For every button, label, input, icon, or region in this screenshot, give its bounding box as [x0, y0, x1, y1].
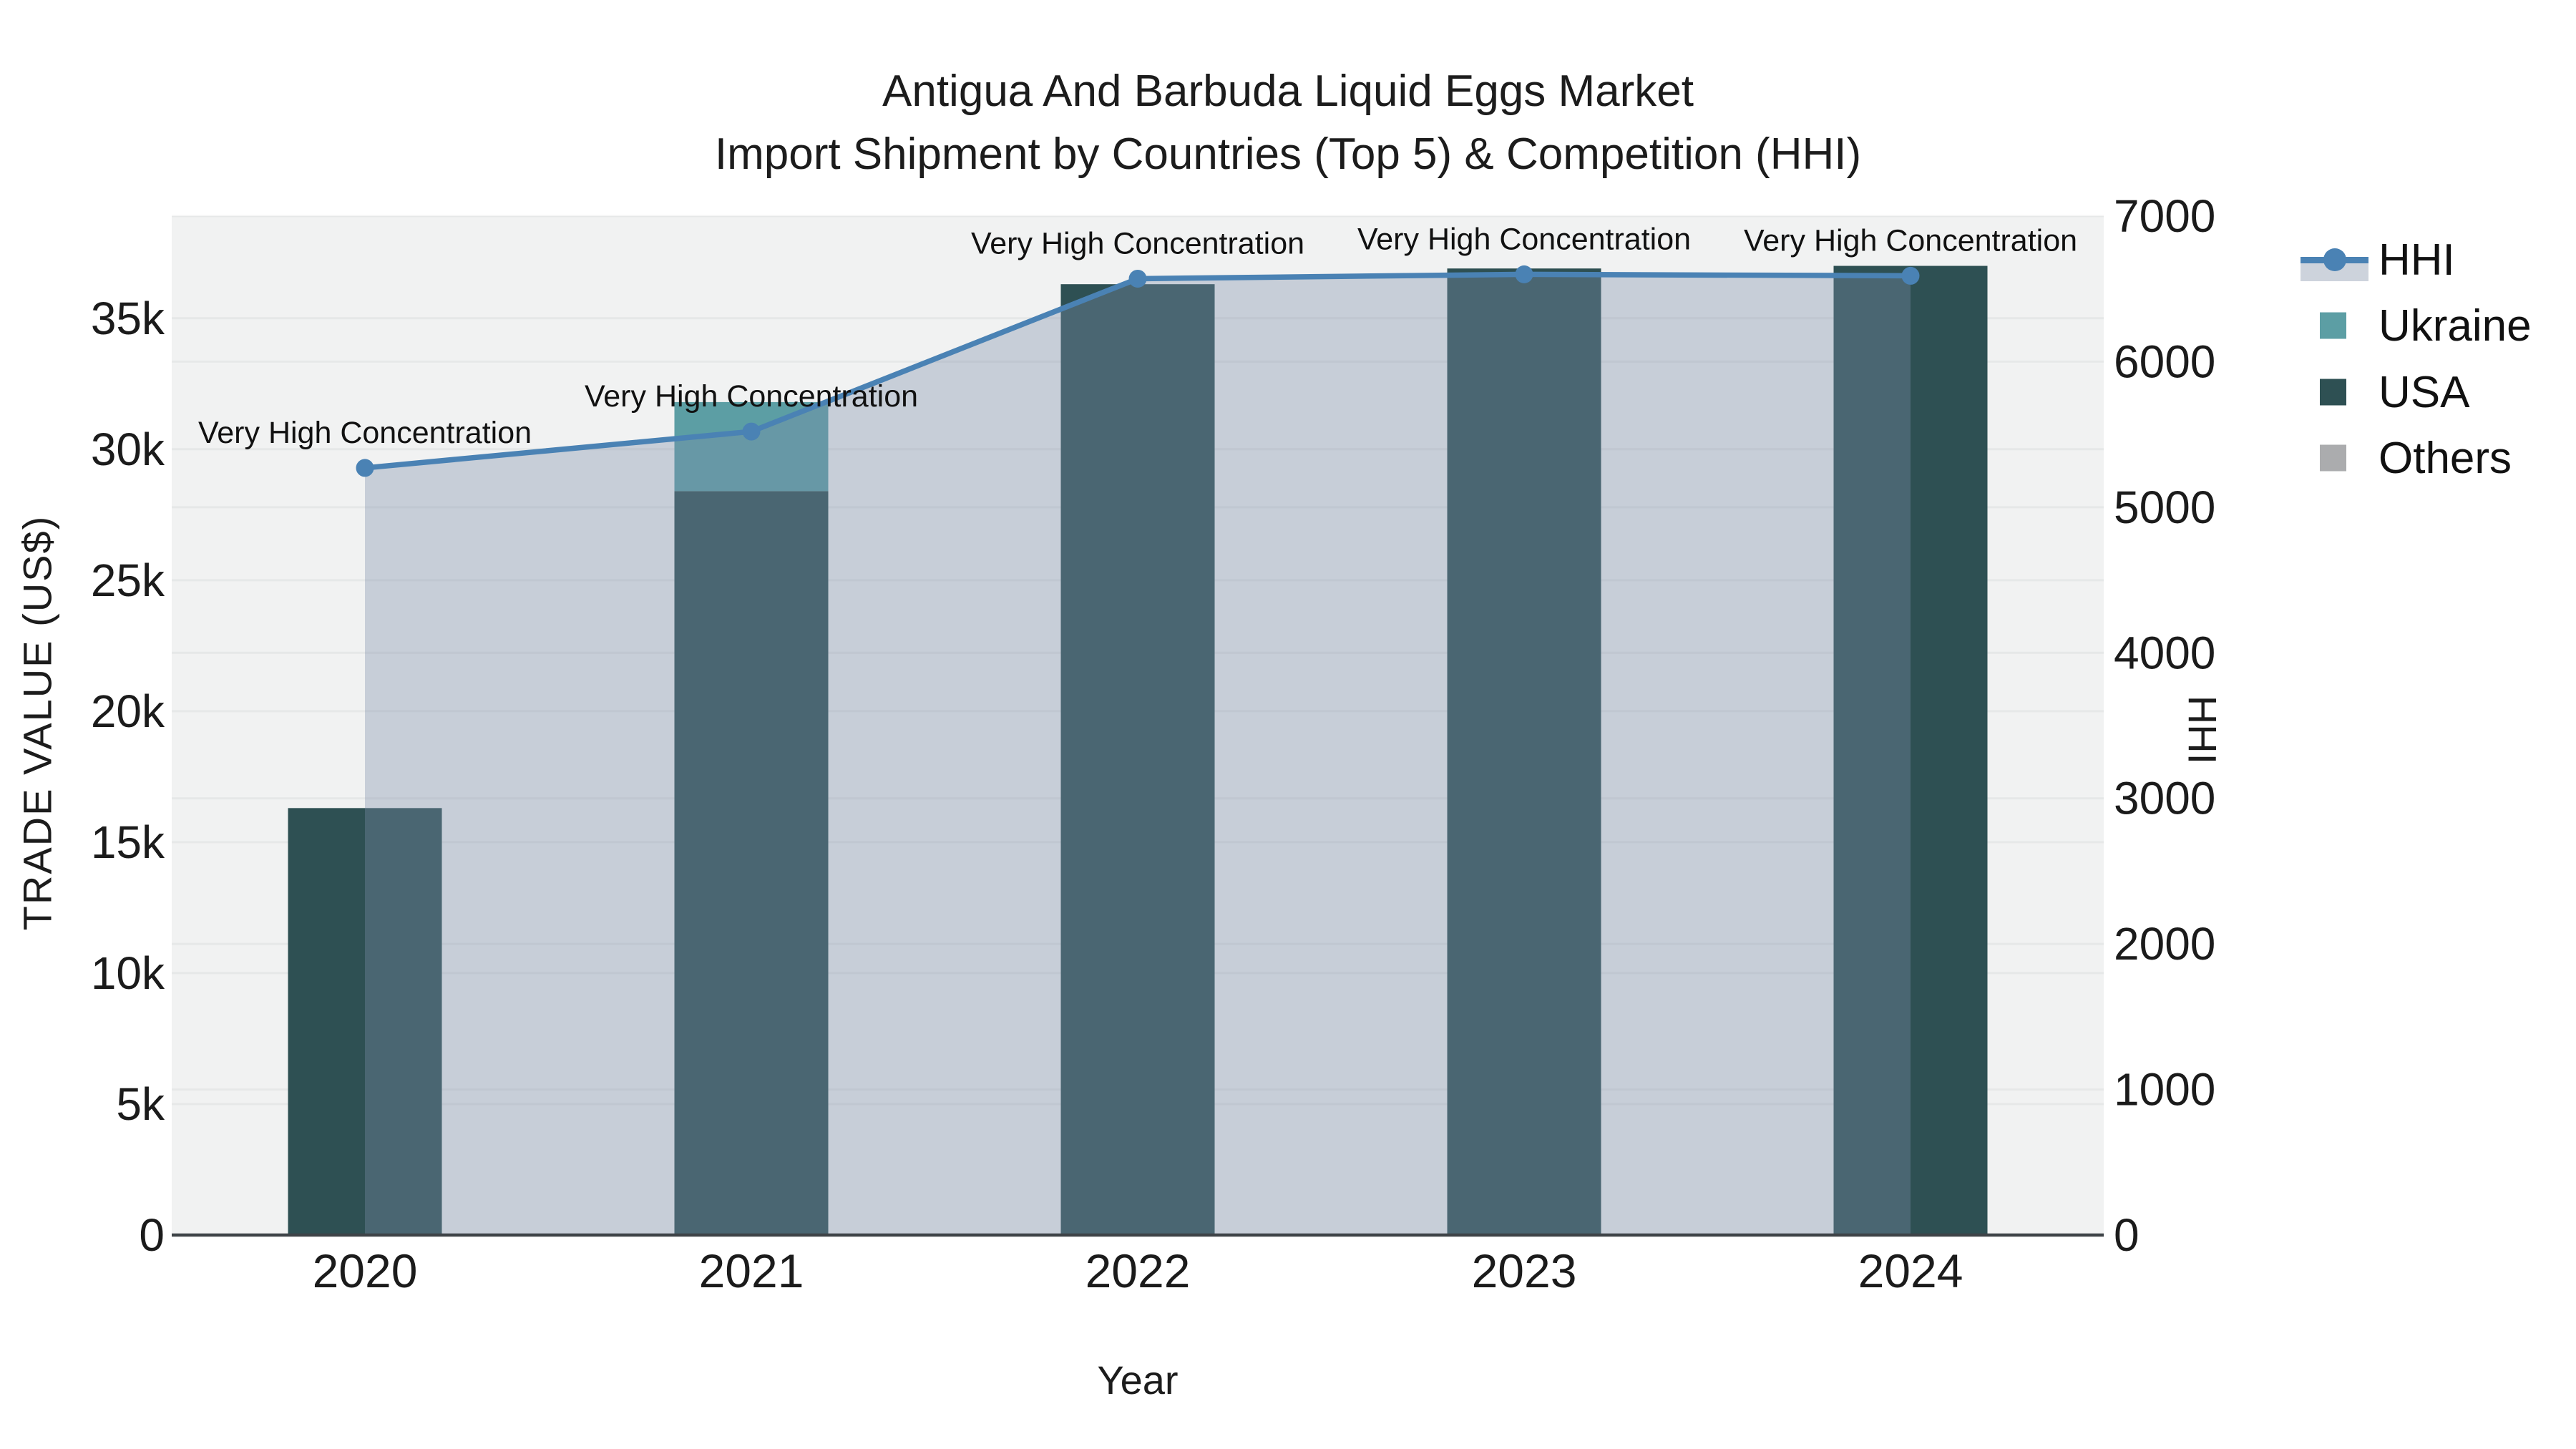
x-tick-2021: 2021 [699, 1244, 804, 1297]
left-tick-20k: 20k [91, 686, 165, 737]
hhi-markers [356, 265, 1920, 477]
bar-segment-usa-2022[interactable] [1060, 284, 1215, 1235]
left-tick-25k: 25k [91, 555, 165, 606]
bar-segment-ukraine-2021[interactable] [674, 401, 829, 492]
legend-item-hhi[interactable]: HHI [2301, 227, 2455, 293]
legend-label-others: Others [2379, 433, 2512, 483]
legend-item-ukraine[interactable]: Ukraine [2301, 293, 2532, 358]
hhi-marker-2020[interactable] [356, 459, 374, 477]
legend-label-ukraine: Ukraine [2379, 301, 2532, 351]
right-tick-6000: 6000 [2114, 336, 2215, 387]
chart-title-line2: Import Shipment by Countries (Top 5) & C… [714, 130, 1862, 179]
annotation-2022: Very High Concentration [971, 226, 1304, 260]
left-tick-15k: 15k [91, 816, 165, 868]
annotations: Very High Concentration Very High Concent… [198, 222, 2077, 450]
x-axis-title: Year [1097, 1357, 1179, 1402]
right-tick-0: 0 [2114, 1209, 2140, 1261]
left-tick-35k: 35k [91, 293, 165, 344]
others-swatch-icon [2301, 436, 2368, 479]
left-tick-0: 0 [139, 1209, 165, 1261]
hhi-marker-2024[interactable] [1901, 266, 1920, 285]
legend-item-others[interactable]: Others [2301, 425, 2512, 491]
legend-item-usa[interactable]: USA [2301, 359, 2469, 425]
x-tick-2020: 2020 [313, 1244, 418, 1297]
x-axis-ticks: 2020 2021 2022 2023 2024 [313, 1244, 1963, 1297]
right-tick-4000: 4000 [2114, 627, 2215, 678]
y-axis-title-left: TRADE VALUE (US$) [14, 514, 60, 931]
legend-label-usa: USA [2379, 367, 2470, 417]
bar-segment-usa-2023[interactable] [1447, 268, 1601, 1235]
x-tick-2022: 2022 [1085, 1244, 1191, 1297]
ukraine-swatch-icon [2301, 304, 2368, 347]
y-axis-ticks-right: 0 1000 2000 3000 4000 5000 6000 7000 [2114, 190, 2215, 1261]
hhi-marker-2023[interactable] [1515, 265, 1533, 283]
right-tick-2000: 2000 [2114, 918, 2215, 970]
hhi-line-swatch-icon [2301, 238, 2368, 281]
x-tick-2023: 2023 [1472, 1244, 1577, 1297]
right-tick-7000: 7000 [2114, 190, 2215, 242]
usa-swatch-icon [2301, 371, 2368, 414]
bars [288, 265, 1988, 1236]
bar-segment-usa-2024[interactable] [1833, 265, 1988, 1235]
bar-segment-usa-2021[interactable] [674, 491, 829, 1236]
y-axis-ticks-left: 0 5k 10k 15k 20k 25k 30k 35k [91, 293, 165, 1261]
hhi-area-fill [365, 274, 1911, 1235]
chart-title-line1: Antigua And Barbuda Liquid Eggs Market [882, 67, 1694, 116]
annotation-2024: Very High Concentration [1744, 223, 2077, 258]
hhi-marker-2021[interactable] [742, 422, 761, 441]
hhi-marker-2022[interactable] [1128, 269, 1147, 288]
right-tick-1000: 1000 [2114, 1064, 2215, 1116]
left-tick-5k: 5k [116, 1078, 165, 1130]
left-tick-10k: 10k [91, 947, 165, 999]
y-axis-title-right: HHI [2180, 695, 2225, 765]
annotation-2023: Very High Concentration [1357, 222, 1691, 256]
chart-title: Antigua And Barbuda Liquid Eggs Market I… [0, 60, 2576, 186]
bar-segment-usa-2020[interactable] [288, 808, 442, 1235]
left-tick-30k: 30k [91, 424, 165, 475]
x-tick-2024: 2024 [1858, 1244, 1963, 1297]
right-tick-3000: 3000 [2114, 773, 2215, 824]
right-tick-5000: 5000 [2114, 482, 2215, 533]
legend-label-hhi: HHI [2379, 235, 2455, 285]
annotation-2020: Very High Concentration [198, 416, 532, 450]
annotation-2021: Very High Concentration [585, 379, 918, 414]
